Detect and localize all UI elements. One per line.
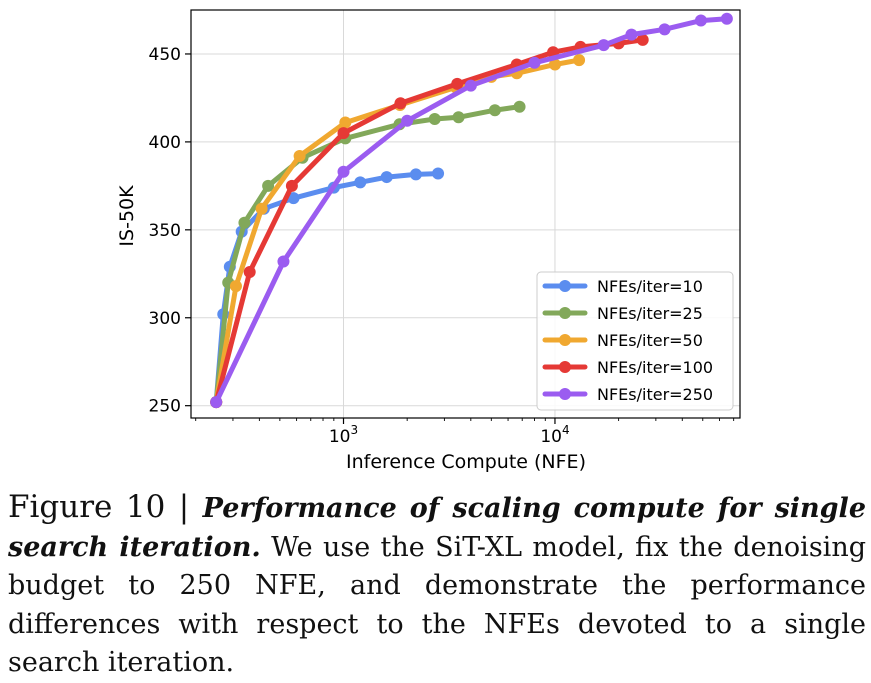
data-point (636, 33, 649, 46)
data-point (394, 97, 407, 110)
data-point (293, 149, 306, 162)
grid (191, 10, 740, 418)
legend-marker (559, 334, 571, 346)
data-point (339, 116, 352, 129)
legend-marker (559, 388, 571, 400)
data-point (287, 192, 300, 205)
series (210, 12, 733, 409)
data-point (548, 58, 561, 71)
series-5 (210, 12, 733, 409)
legend-label: NFEs/iter=250 (597, 385, 713, 404)
y-tick-label: 450 (149, 45, 181, 65)
figure-caption: Figure 10 | Performance of scaling compu… (8, 488, 866, 683)
data-point (380, 171, 393, 184)
legend: NFEs/iter=10 NFEs/iter=25 NFEs/iter=50 NFEs… (536, 271, 734, 411)
y-axis-label: IS-50K (116, 185, 138, 247)
data-point (432, 167, 445, 180)
data-point (488, 104, 501, 117)
plot-frame (190, 9, 741, 419)
y-tick-label: 400 (149, 133, 181, 153)
legend-marker (559, 280, 571, 292)
x-tick-label: 104 (540, 423, 569, 447)
series-line (213, 171, 441, 405)
data-point (401, 114, 414, 127)
data-point (210, 396, 223, 409)
figure-label: Figure 10 | (8, 489, 203, 525)
data-point (694, 14, 707, 27)
x-axis-label: Inference Compute (NFE) (346, 451, 586, 473)
data-point (513, 100, 526, 113)
y-tick-label: 300 (149, 309, 181, 329)
data-point (337, 127, 350, 140)
legend-label: NFEs/iter=50 (597, 331, 703, 350)
data-point (255, 202, 268, 215)
data-point (597, 39, 610, 52)
data-point (337, 165, 350, 178)
data-point (464, 79, 477, 92)
data-point (720, 12, 733, 25)
data-point (277, 255, 290, 268)
y-tick-label: 250 (149, 397, 181, 417)
data-point (451, 77, 464, 90)
legend-marker (559, 361, 571, 373)
figure-title: Performance of scaling compute for singl… (8, 493, 866, 563)
legend-label: NFEs/iter=100 (597, 358, 713, 377)
data-point (658, 23, 671, 36)
legend-label: NFEs/iter=25 (597, 304, 703, 323)
y-tick-label: 350 (149, 221, 181, 241)
data-point (238, 216, 251, 229)
data-point (428, 113, 441, 126)
axes: 250 300 350 400 450 103 104 (149, 9, 741, 447)
data-point (528, 56, 541, 69)
data-point (354, 176, 367, 189)
data-point (452, 111, 465, 124)
legend-label: NFEs/iter=10 (597, 277, 703, 296)
data-point (262, 179, 275, 192)
legend-marker (559, 307, 571, 319)
data-point (285, 179, 298, 192)
data-point (243, 266, 256, 279)
data-point (229, 280, 242, 293)
data-point (409, 168, 422, 181)
data-point (625, 28, 638, 41)
x-tick-label: 103 (329, 423, 358, 447)
legend-box (536, 271, 734, 411)
data-point (573, 54, 586, 67)
